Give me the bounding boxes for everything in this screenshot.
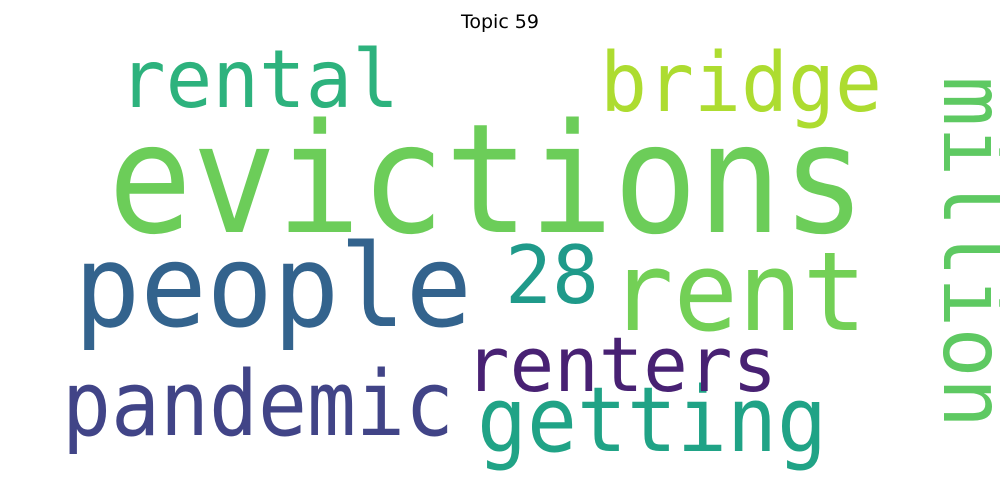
word-people: people	[74, 220, 472, 353]
word-rental: rental	[119, 33, 399, 126]
word-pandemic: pandemic	[62, 352, 454, 457]
word-rent: rent	[609, 228, 867, 356]
word-28: 28	[505, 229, 599, 322]
word-getting: getting	[477, 368, 827, 473]
figure-title: Topic 59	[460, 11, 539, 33]
word-evictions: evictions	[108, 91, 866, 268]
word-bridge: bridge	[600, 36, 882, 131]
word-million: million	[923, 76, 1000, 428]
word-renters: renters	[465, 320, 777, 409]
